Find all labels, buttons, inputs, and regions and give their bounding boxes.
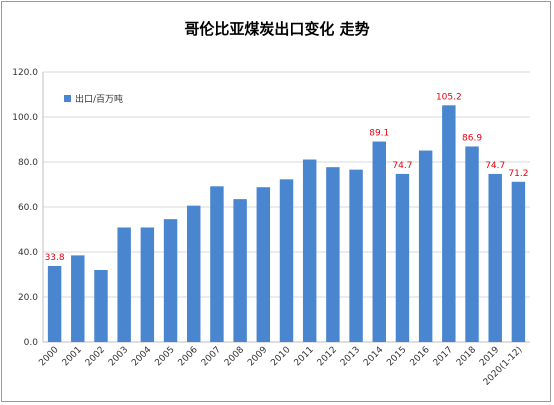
- x-tick-label: 2014: [362, 345, 385, 368]
- bar: [47, 265, 62, 342]
- legend: 出口/百万吨: [64, 93, 123, 105]
- bar: [465, 146, 479, 342]
- bar: [442, 105, 456, 342]
- bar: [395, 173, 410, 342]
- bar: [326, 167, 340, 342]
- legend-label: 出口/百万吨: [75, 93, 123, 105]
- x-tick-label: 2001: [61, 345, 84, 368]
- x-tick-label: 2007: [200, 345, 223, 368]
- x-tick-label: 2004: [130, 345, 153, 368]
- x-tick-label: 2006: [177, 345, 200, 368]
- bar: [233, 199, 247, 342]
- x-tick-label: 2017: [432, 345, 455, 368]
- data-label: 86.9: [462, 133, 482, 143]
- bar: [210, 186, 224, 342]
- x-tick-label: 2003: [107, 345, 130, 368]
- x-tick-label: 2009: [246, 345, 269, 368]
- x-tick-label: 2008: [223, 345, 246, 368]
- y-tick-label: 0.0: [24, 338, 39, 348]
- x-tick-label: 2000: [37, 345, 60, 368]
- data-label: 89.1: [369, 129, 389, 139]
- bar: [302, 159, 317, 342]
- data-label: 71.2: [508, 169, 528, 179]
- legend-swatch: [64, 95, 71, 102]
- y-tick-label: 60.0: [18, 203, 38, 213]
- x-tick-label: 2005: [153, 345, 176, 368]
- data-label: 74.7: [485, 161, 505, 171]
- bar: [256, 187, 271, 342]
- bar: [372, 141, 386, 342]
- data-label: 105.2: [436, 92, 462, 102]
- y-tick-label: 100.0: [12, 113, 38, 123]
- bar: [94, 270, 108, 342]
- y-tick-label: 120.0: [12, 68, 38, 78]
- y-tick-label: 80.0: [18, 158, 38, 168]
- x-tick-label: 2018: [455, 345, 478, 368]
- x-tick-label: 2015: [385, 345, 408, 368]
- x-tick-label: 2002: [84, 345, 107, 368]
- bars: [47, 105, 526, 342]
- x-tick-label: 2016: [408, 345, 431, 368]
- y-tick-label: 40.0: [18, 248, 38, 258]
- bar: [71, 255, 85, 342]
- bar: [488, 173, 502, 342]
- x-tick-label: 2013: [339, 345, 362, 368]
- bar: [140, 227, 155, 342]
- bar: [418, 150, 433, 342]
- data-label: 33.8: [45, 253, 65, 263]
- bar: [349, 169, 363, 342]
- x-tick-label: 2011: [293, 345, 316, 368]
- chart-title: 哥伦比亚煤炭出口变化 走势: [184, 20, 370, 38]
- x-axis: 2000 2001 2002 2003 2004 2005 2006 2007 2008 2009…: [37, 345, 524, 388]
- x-tick-label: 2012: [316, 345, 339, 368]
- bar: [511, 181, 526, 342]
- bar: [163, 219, 178, 342]
- y-tick-label: 20.0: [18, 293, 38, 303]
- x-tick-label: 2010: [269, 345, 292, 368]
- bar: [117, 227, 131, 342]
- data-label: 74.7: [392, 161, 412, 171]
- bar: [279, 179, 294, 342]
- bar: [187, 205, 201, 342]
